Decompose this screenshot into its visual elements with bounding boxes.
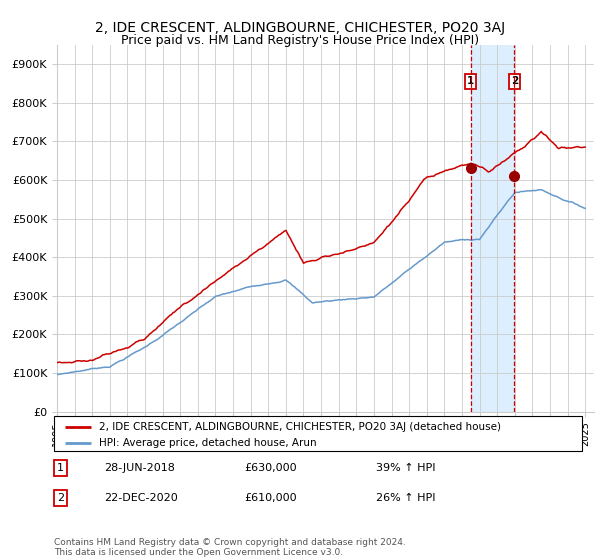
Text: HPI: Average price, detached house, Arun: HPI: Average price, detached house, Arun	[99, 438, 317, 448]
Text: 2: 2	[57, 493, 64, 503]
Text: 2: 2	[511, 77, 518, 86]
Text: 26% ↑ HPI: 26% ↑ HPI	[376, 493, 436, 503]
Text: £610,000: £610,000	[244, 493, 297, 503]
Text: 2, IDE CRESCENT, ALDINGBOURNE, CHICHESTER, PO20 3AJ: 2, IDE CRESCENT, ALDINGBOURNE, CHICHESTE…	[95, 21, 505, 35]
Text: 2, IDE CRESCENT, ALDINGBOURNE, CHICHESTER, PO20 3AJ (detached house): 2, IDE CRESCENT, ALDINGBOURNE, CHICHESTE…	[99, 422, 501, 432]
Text: 1: 1	[57, 463, 64, 473]
Text: Price paid vs. HM Land Registry's House Price Index (HPI): Price paid vs. HM Land Registry's House …	[121, 34, 479, 46]
FancyBboxPatch shape	[54, 416, 582, 451]
Text: 1: 1	[467, 77, 474, 86]
Text: 39% ↑ HPI: 39% ↑ HPI	[376, 463, 436, 473]
Text: Contains HM Land Registry data © Crown copyright and database right 2024.
This d: Contains HM Land Registry data © Crown c…	[54, 538, 406, 557]
Text: 28-JUN-2018: 28-JUN-2018	[104, 463, 175, 473]
Bar	[470, 45, 514, 412]
Text: £630,000: £630,000	[244, 463, 297, 473]
Text: 22-DEC-2020: 22-DEC-2020	[104, 493, 178, 503]
